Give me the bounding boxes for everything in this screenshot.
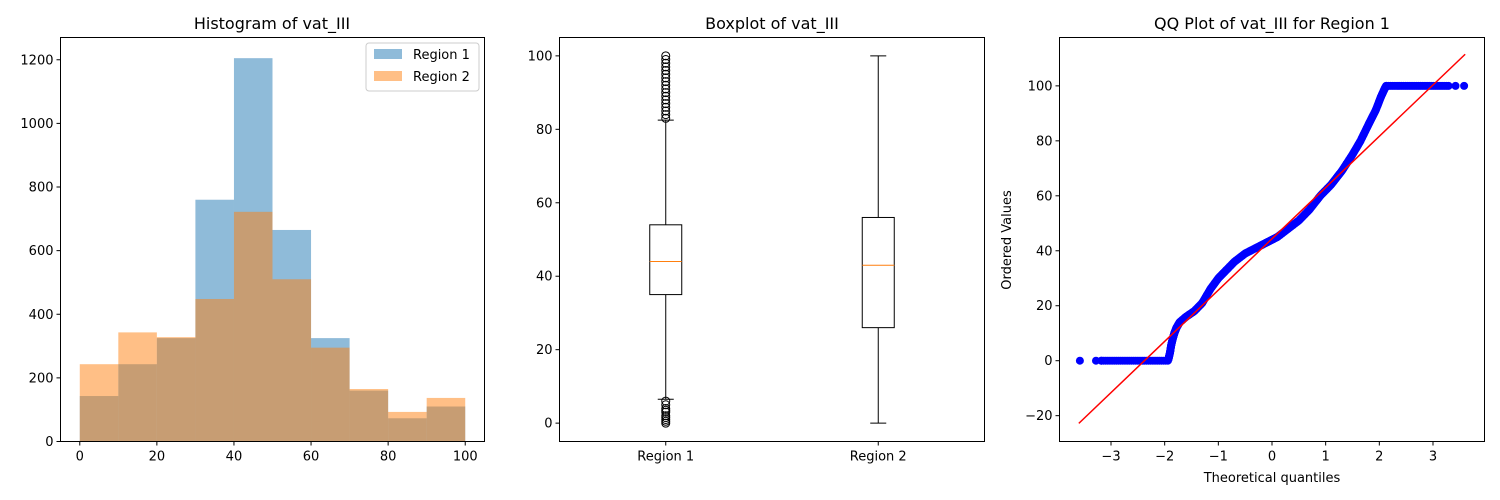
qq-y-tick-label: 20 — [1036, 299, 1053, 314]
histogram-bar-2-3 — [195, 298, 234, 442]
histogram-bar-2-9 — [426, 397, 466, 442]
box-iqr — [649, 224, 683, 296]
box-flier — [661, 99, 671, 109]
qq-x-tick-label: 3 — [1429, 450, 1437, 465]
qq-x-tick-label: 1 — [1322, 450, 1330, 465]
legend-label-region-2: Region 2 — [413, 70, 470, 85]
box-flier — [661, 73, 671, 83]
qq-points — [1075, 81, 1469, 365]
qq-panel: QQ Plot of vat_III for Region 1 −3 −2 −1 0 1… — [1000, 14, 1485, 486]
qq-x-tick-label: −1 — [1209, 450, 1228, 465]
histogram-bar-2-6 — [311, 347, 350, 442]
histogram-y-tick-label: 400 — [29, 308, 54, 323]
box-flier — [661, 403, 671, 413]
boxplot-y-tick-label: 0 — [544, 417, 552, 432]
histogram-bars-region-2 — [79, 211, 466, 442]
histogram-x-tick-label: 20 — [149, 450, 166, 465]
histogram-bar-2-1 — [118, 332, 157, 442]
qq-x-ticks: −3 −2 −1 0 1 2 3 — [1101, 441, 1437, 465]
qq-y-ticks: −20 0 20 40 60 80 100 — [1025, 79, 1060, 424]
qq-y-tick-label: −20 — [1025, 409, 1052, 424]
qq-point — [1451, 81, 1460, 90]
histogram-x-tick-label: 40 — [226, 450, 243, 465]
boxplot-y-tick-label: 100 — [528, 49, 553, 64]
box-flier — [661, 84, 671, 94]
histogram-y-tick-label: 200 — [29, 371, 54, 386]
boxplot-panel: Boxplot of vat_III 0 20 40 60 80 100 Region 1… — [528, 14, 985, 465]
qq-y-tick-label: 100 — [1028, 79, 1053, 94]
boxplot-x-ticks: Region 1 Region 2 — [637, 441, 907, 465]
histogram-bar-2-0 — [79, 364, 119, 442]
qq-point — [1444, 81, 1453, 90]
box-flier — [661, 91, 671, 101]
qq-x-tick-label: −2 — [1155, 450, 1174, 465]
boxplot-y-tick-label: 20 — [536, 343, 553, 358]
histogram-y-tick-label: 0 — [45, 435, 53, 450]
box-flier — [661, 106, 671, 116]
box-flier — [661, 411, 671, 421]
boxplot-y-ticks: 0 20 40 60 80 100 — [528, 49, 560, 432]
qq-point — [1460, 81, 1469, 90]
box-flier — [661, 400, 671, 410]
box-flier — [661, 102, 671, 112]
boxplot-x-tick-label: Region 2 — [850, 450, 907, 465]
boxplot-y-tick-label: 60 — [536, 196, 553, 211]
box-flier — [661, 77, 671, 87]
boxplot-axes-frame — [559, 37, 985, 442]
box-flier — [661, 62, 671, 72]
box-iqr — [861, 216, 895, 329]
histogram-y-tick-label: 1200 — [20, 53, 53, 68]
histogram-x-tick-label: 60 — [303, 450, 320, 465]
histogram-y-tick-label: 1000 — [20, 117, 53, 132]
histogram-bar-2-8 — [388, 411, 427, 442]
qq-x-tick-label: 0 — [1268, 450, 1276, 465]
box-flier — [661, 113, 671, 123]
qq-y-tick-label: 40 — [1036, 244, 1053, 259]
box-flier — [661, 66, 671, 76]
qq-point — [1075, 356, 1084, 365]
legend-label-region-1: Region 1 — [413, 48, 470, 63]
histogram-x-tick-label: 80 — [380, 450, 397, 465]
legend-swatch-region-1 — [374, 49, 402, 59]
histogram-x-ticks: 0 20 40 60 80 100 — [76, 441, 478, 465]
histogram-legend: Region 1 Region 2 — [365, 42, 480, 92]
boxplot-y-tick-label: 40 — [536, 270, 553, 285]
legend-swatch-region-2 — [374, 71, 402, 81]
box-flier — [661, 58, 671, 68]
box-flier — [661, 110, 671, 120]
qq-x-tick-label: −3 — [1101, 450, 1120, 465]
histogram-y-ticks: 0 200 400 600 800 1000 1200 — [20, 53, 61, 450]
histogram-bar-2-7 — [349, 389, 389, 442]
boxplot-y-tick-label: 80 — [536, 123, 553, 138]
histogram-panel: Histogram of vat_III 0 20 40 60 80 100 0 200 40… — [20, 14, 485, 465]
qq-y-tick-label: 60 — [1036, 189, 1053, 204]
histogram-bar-2-5 — [272, 279, 312, 442]
box-flier — [661, 88, 671, 98]
boxplot-marks — [649, 51, 895, 428]
histogram-axes-frame — [60, 37, 485, 442]
histogram-bar-2-4 — [233, 211, 273, 442]
box-flier — [661, 396, 671, 406]
histogram-title: Histogram of vat_III — [194, 14, 350, 34]
histogram-y-tick-label: 800 — [29, 181, 54, 196]
qq-x-tick-label: 2 — [1375, 450, 1383, 465]
box-flier — [661, 80, 671, 90]
box-flier — [661, 51, 671, 61]
histogram-bar-2-2 — [156, 337, 196, 442]
histogram-x-tick-label: 100 — [453, 450, 478, 465]
qq-y-tick-label: 80 — [1036, 134, 1053, 149]
qq-y-tick-label: 0 — [1044, 354, 1052, 369]
qq-y-axis-label: Ordered Values — [1000, 190, 1015, 290]
histogram-x-tick-label: 0 — [76, 450, 84, 465]
histogram-y-tick-label: 600 — [29, 244, 54, 259]
box-flier — [661, 95, 671, 105]
boxplot-x-tick-label: Region 1 — [637, 450, 694, 465]
qq-title: QQ Plot of vat_III for Region 1 — [1154, 14, 1390, 34]
box-flier — [661, 69, 671, 79]
boxplot-title: Boxplot of vat_III — [705, 14, 839, 34]
qq-fit-line — [1078, 53, 1466, 424]
box-flier — [661, 55, 671, 65]
qq-x-axis-label: Theoretical quantiles — [1203, 471, 1341, 486]
